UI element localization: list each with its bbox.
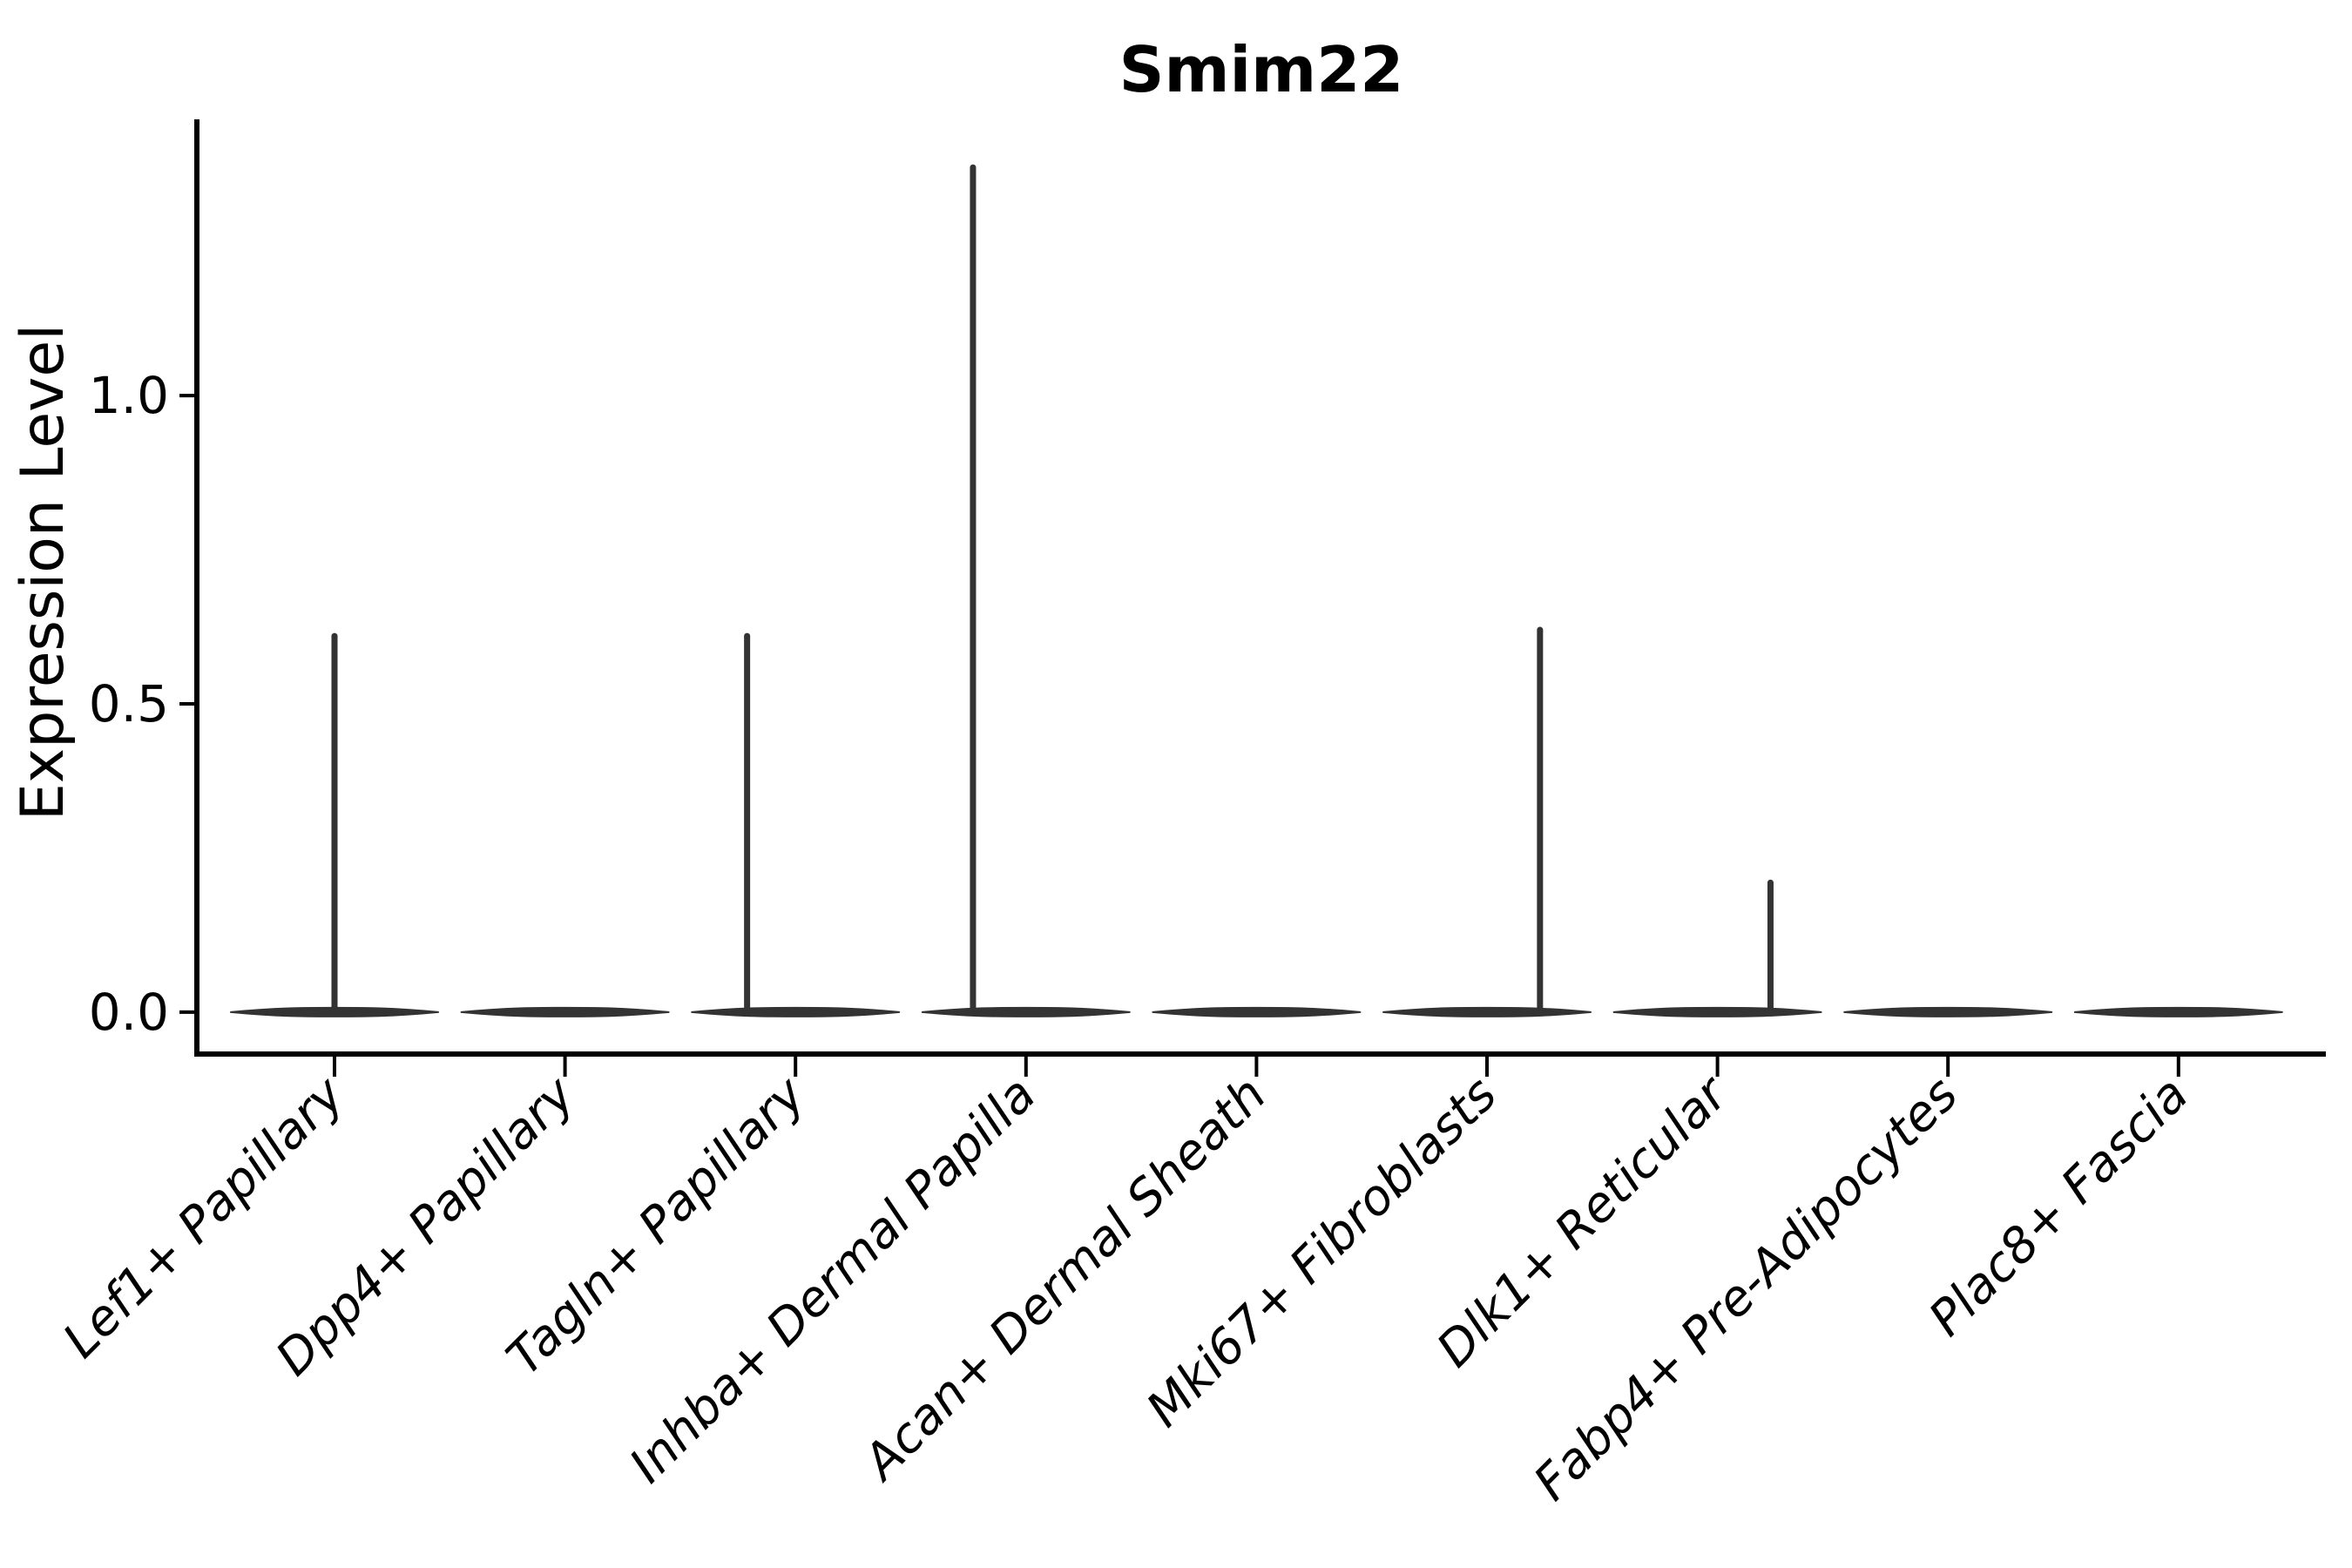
axes [194,119,2326,1057]
y-axis-ticks: 0.0 0.5 1.0 [89,366,197,1042]
violin [1152,1006,1362,1017]
x-tick-label: Fabp4+ Pre-Adipocytes [1524,1066,1969,1511]
violin [921,164,1131,1017]
violin [2073,1006,2283,1017]
violin [230,632,439,1017]
violin [1612,879,1822,1017]
violin-body [1382,1006,1592,1017]
violin-body [460,1006,670,1017]
y-tick-label: 0.0 [89,983,169,1042]
violin [460,1006,670,1017]
violin-body [230,1006,439,1017]
violin-body [1612,1006,1822,1017]
violin-body [2073,1006,2283,1017]
violin [691,632,901,1017]
y-axis-label: Expression Level [9,324,78,821]
violin-body [1152,1006,1362,1017]
y-tick-label: 0.5 [89,674,169,733]
x-tick-label: Acan+ Dermal Sheath [851,1066,1277,1492]
y-tick-label: 1.0 [89,366,169,425]
violin [1843,1006,2053,1017]
violin-body [921,1006,1131,1017]
violin-body [691,1006,901,1017]
violins [230,164,2283,1017]
x-tick-label: Inhba+ Dermal Papilla [619,1066,1047,1494]
violin [1382,626,1592,1017]
violin-body [1843,1006,2053,1017]
chart-title: Smim22 [1119,33,1404,106]
